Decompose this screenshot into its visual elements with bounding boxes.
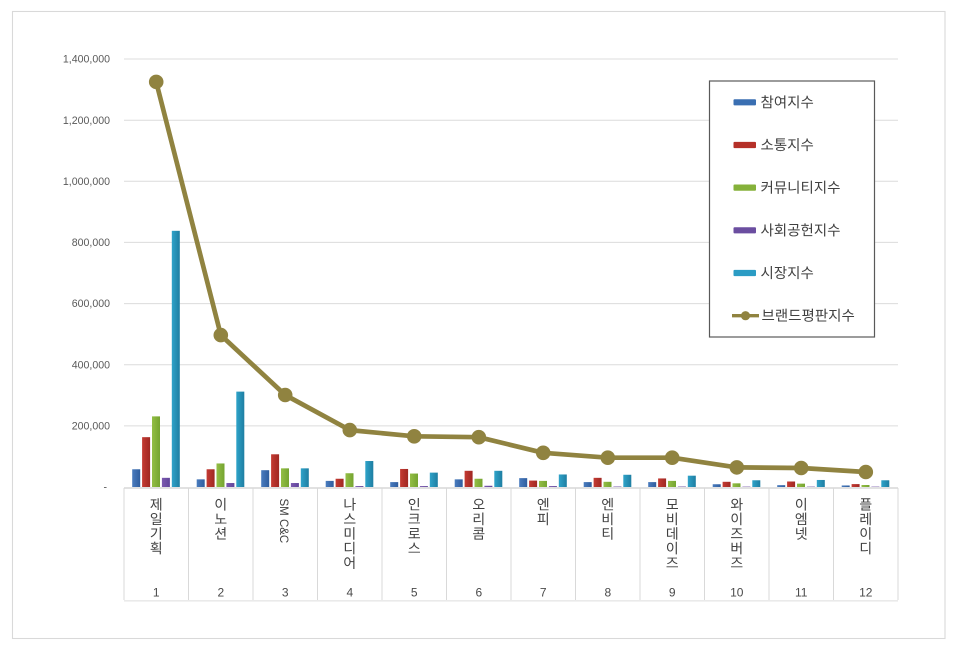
svg-text:9: 9 [669, 586, 676, 600]
svg-text:4: 4 [346, 586, 353, 600]
svg-text:5: 5 [411, 586, 418, 600]
svg-text:2: 2 [217, 586, 224, 600]
svg-text:3: 3 [282, 586, 289, 600]
svg-text:200,000: 200,000 [72, 421, 110, 433]
svg-text:12: 12 [859, 586, 873, 600]
svg-text:800,000: 800,000 [72, 237, 110, 249]
svg-text:11: 11 [795, 586, 808, 600]
svg-text:SM C&C: SM C&C [277, 499, 289, 544]
svg-text:7: 7 [540, 586, 547, 600]
svg-text:600,000: 600,000 [72, 298, 110, 310]
svg-text:6: 6 [475, 586, 482, 600]
svg-text:8: 8 [604, 586, 611, 600]
svg-text:1,000,000: 1,000,000 [63, 176, 110, 188]
svg-text:1,400,000: 1,400,000 [63, 54, 110, 66]
svg-text:1: 1 [153, 586, 160, 600]
svg-text:1,200,000: 1,200,000 [63, 115, 110, 127]
svg-text:-: - [103, 482, 107, 494]
svg-text:10: 10 [730, 586, 744, 600]
svg-text:400,000: 400,000 [72, 359, 110, 371]
